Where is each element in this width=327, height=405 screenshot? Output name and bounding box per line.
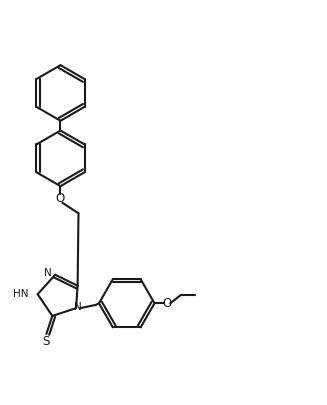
Text: HN: HN <box>13 289 28 299</box>
Text: S: S <box>43 335 50 347</box>
Text: N: N <box>74 302 81 311</box>
Text: O: O <box>56 192 65 205</box>
Text: O: O <box>162 297 172 310</box>
Text: N: N <box>44 268 52 278</box>
